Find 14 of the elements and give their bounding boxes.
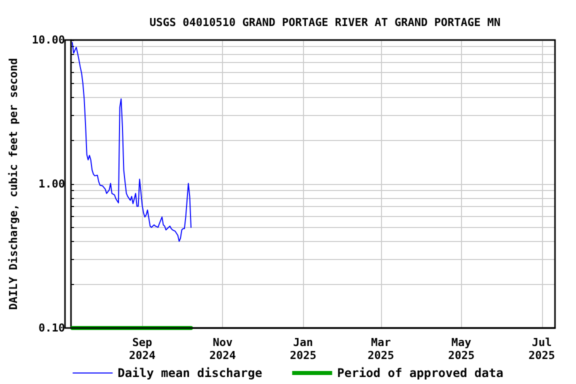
x-tick-label: Jan 2025 — [290, 336, 316, 362]
legend-label: Period of approved data — [337, 366, 504, 380]
x-tick-label: May 2025 — [448, 336, 475, 362]
chart-title: USGS 04010510 GRAND PORTAGE RIVER AT GRAND PORTAGE MN — [150, 16, 500, 29]
y-tick-label: 10.00 — [32, 34, 65, 46]
line-series — [72, 42, 192, 242]
y-tick-label: 0.10 — [38, 322, 65, 334]
x-tick-label: Sep 2024 — [128, 336, 156, 362]
y-axis-title: DAILY Discharge, cubic feet per second — [7, 58, 20, 310]
y-tick-label: 1.00 — [38, 178, 65, 190]
x-tick-label: Mar 2025 — [368, 336, 394, 362]
x-tick-label: Nov 2024 — [209, 336, 236, 362]
x-tick-label: Jul 2025 — [528, 336, 556, 362]
legend-label: Daily mean discharge — [118, 366, 262, 380]
